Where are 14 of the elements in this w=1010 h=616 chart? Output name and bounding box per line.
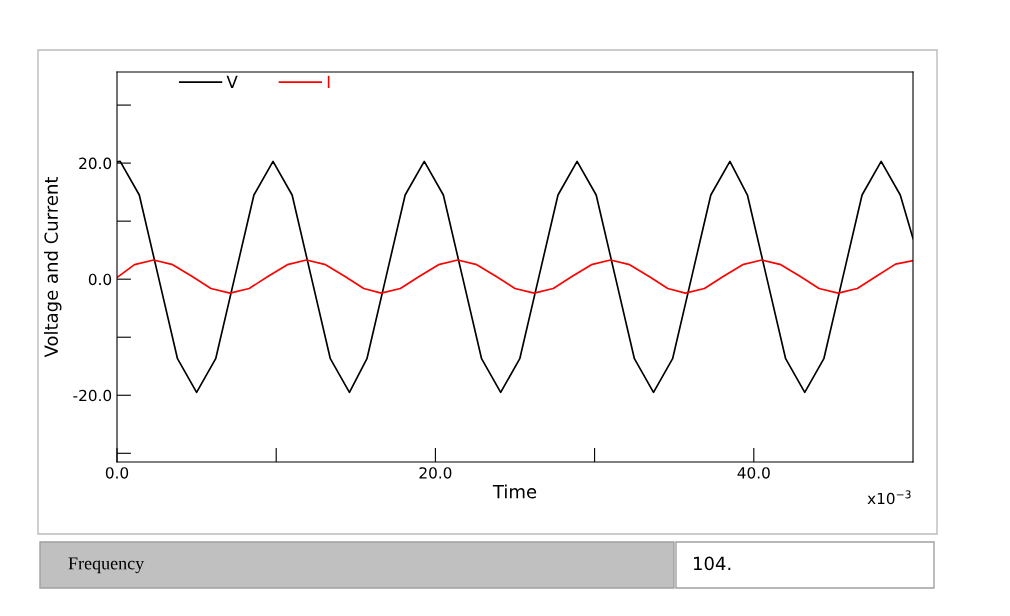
legend-label: I: [327, 75, 330, 88]
y-tick-label: -20.0: [73, 389, 112, 402]
y-tick-label: 0.0: [88, 273, 112, 286]
x-tick-label: 0.0: [105, 467, 129, 479]
text: Frequency: [68, 557, 145, 574]
y-axis-title: Voltage and Current: [44, 176, 62, 358]
line-series: [117, 259, 913, 294]
legend-label: V: [226, 75, 238, 88]
x-tick-label: 40.0: [737, 467, 770, 479]
text: x10$^{−3}$: [867, 490, 911, 505]
y-tick-label: 20.0: [79, 157, 112, 170]
x-axis-title: Time: [492, 484, 537, 499]
text: 104.: [693, 556, 731, 571]
x-tick-label: 20.0: [419, 467, 452, 479]
